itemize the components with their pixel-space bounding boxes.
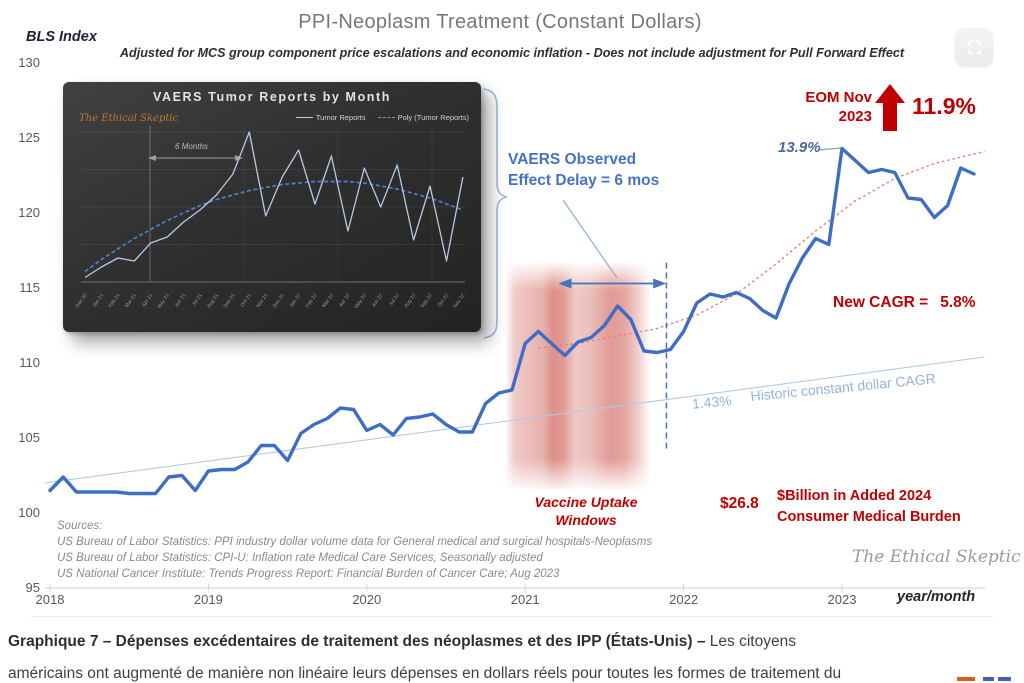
inset-x-tick-label: Apr 22 — [338, 293, 351, 309]
eom-nov-2023-label: EOM Nov 2023 — [800, 88, 872, 126]
source-line: US Bureau of Labor Statistics: PPI indus… — [57, 536, 653, 548]
annotation-line: VAERS Observed — [508, 151, 637, 168]
source-line: US National Cancer Institute: Trends Pro… — [57, 568, 560, 580]
blue-bar-icon — [983, 677, 994, 681]
x-axis-tick-label: 2021 — [510, 592, 540, 607]
y-axis-tick-label: 110 — [19, 355, 40, 370]
inset-x-tick-label: Sep 22 — [420, 293, 434, 310]
sources-heading: Sources: — [57, 520, 103, 532]
annotation-line: Consumer Medical Burden — [777, 509, 961, 525]
burden-description: $Billion in Added 2024 Consumer Medical … — [777, 486, 961, 528]
inset-x-tick-label: Jul 22 — [388, 293, 401, 308]
inset-x-tick-label: Jun 22 — [371, 293, 385, 309]
inset-legend: Tumor Reports Poly (Tumor Reports) — [295, 113, 469, 122]
inset-x-tick-label: Mar 22 — [321, 293, 335, 309]
inset-chart-title: VAERS Tumor Reports by Month — [152, 90, 392, 104]
y-axis-unit-label: BLS Index — [26, 29, 97, 45]
source-line: US Bureau of Labor Statistics: CPI-U: In… — [57, 552, 543, 564]
figure-caption: Graphique 7 – Dépenses excédentaires de … — [8, 626, 1012, 683]
main-chart-canvas — [44, 84, 985, 591]
inset-x-tick-label: Mar 21 — [124, 293, 138, 309]
inset-watermark: The Ethical Skeptic — [79, 113, 179, 124]
new-cagr-label: New CAGR = — [833, 294, 929, 311]
caption-text: américains ont augmenté de manière non l… — [8, 664, 842, 682]
inset-x-tick-label: Apr 21 — [141, 293, 154, 309]
blue-bar-icon — [998, 677, 1011, 681]
x-axis-tick-label: 2020 — [352, 592, 382, 607]
chart-title-main: PPI-Neoplasm Treatment — [298, 11, 530, 33]
inset-x-tick-label: Feb 21 — [108, 293, 122, 309]
sources-block: Sources: US Bureau of Labor Statistics: … — [57, 518, 652, 582]
inset-x-tick-label: Aug 21 — [206, 293, 220, 310]
inset-chart-canvas: Dec 20 Jan 21 Feb 21 Mar 21 Apr 21 May 21 Jun … — [75, 126, 467, 310]
legend-item-tumor-reports: Tumor Reports — [295, 113, 366, 122]
x-axis-tick-label: 2022 — [669, 592, 699, 607]
inset-x-tick-label: Jan 22 — [289, 293, 303, 309]
inset-x-tick-label: Nov 21 — [255, 293, 269, 310]
chart-subtitle: Adjusted for MCS group component price e… — [119, 46, 905, 60]
burden-dollar-value: $26.8 — [720, 495, 759, 512]
cutoff-widget-bars — [957, 677, 1011, 683]
figure-bottom-border — [30, 616, 994, 617]
author-signature: The Ethical Skeptic — [852, 547, 1021, 567]
chart-title-suffix: (Constant Dollars) — [535, 11, 702, 33]
vaccine-uptake-windows-label: Vaccine Uptake Windows — [526, 493, 646, 529]
legend-label: Tumor Reports — [315, 113, 366, 122]
x-axis-tick-label: 2018 — [35, 592, 65, 607]
annotation-line: 2023 — [838, 108, 872, 125]
inset-x-tick-label: Jun 21 — [174, 293, 188, 309]
inset-x-tick-label: Dec 20 — [75, 293, 89, 310]
inset-x-tick-label: Aug 22 — [403, 293, 417, 310]
solid-line-swatch-icon — [295, 117, 313, 118]
peak-percent-value: 13.9% — [778, 139, 821, 156]
annotation-line: EOM Nov — [805, 89, 872, 106]
eom-percent-value: 11.9% — [912, 93, 976, 119]
inset-x-tick-label: Oct 21 — [240, 293, 253, 309]
y-axis-tick-label: 130 — [18, 55, 40, 70]
y-axis-tick-label: 95 — [25, 580, 40, 595]
inset-x-tick-label: Jul 21 — [191, 293, 204, 308]
caption-bold-text: Graphique 7 – Dépenses excédentaires de … — [8, 633, 706, 650]
annotation-line: Windows — [555, 512, 617, 528]
inset-x-tick-label: May 22 — [354, 293, 368, 310]
inset-x-tick-label: Oct 22 — [437, 293, 450, 309]
x-axis-unit-label: year/month — [897, 589, 976, 605]
x-axis-tick-label: 2023 — [827, 592, 857, 607]
dashed-line-swatch-icon — [377, 117, 395, 118]
chart-title: PPI-Neoplasm Treatment (Constant Dollars… — [0, 11, 1000, 34]
y-axis-tick-label: 100 — [18, 505, 40, 520]
fullscreen-expand-button[interactable] — [955, 28, 993, 66]
inset-x-tick-label: Jan 21 — [92, 293, 106, 309]
fullscreen-expand-icon — [966, 39, 983, 56]
y-axis-tick-label: 125 — [18, 130, 40, 145]
annotation-line: Vaccine Uptake — [534, 494, 638, 510]
legend-label: Poly (Tumor Reports) — [397, 113, 469, 122]
orange-bar-icon — [957, 677, 975, 681]
y-axis-tick-label: 115 — [19, 280, 40, 295]
inset-vaers-chart: VAERS Tumor Reports by Month The Ethical… — [63, 82, 481, 332]
y-axis-tick-label: 120 — [18, 205, 40, 220]
inset-x-tick-label: Nov 22 — [453, 293, 467, 310]
inset-x-tick-label: Feb 22 — [305, 293, 319, 309]
inset-x-tick-label: Sep 21 — [222, 293, 236, 310]
vaers-effect-delay-annotation: VAERS Observed Effect Delay = 6 mos — [508, 149, 659, 191]
legend-item-poly-tumor-reports: Poly (Tumor Reports) — [377, 113, 469, 122]
caption-text: Les citoyens — [705, 633, 796, 650]
x-axis-tick-label: 2019 — [193, 592, 223, 607]
new-cagr-value: 5.8% — [940, 294, 976, 311]
new-cagr-annotation: New CAGR = 5.8% — [833, 294, 976, 312]
annotation-line: Effect Delay = 6 mos — [508, 172, 660, 189]
inset-x-tick-label: May 21 — [156, 293, 170, 310]
inset-x-tick-label: Dec 21 — [272, 293, 286, 310]
inset-six-months-annotation: 6 Months — [175, 142, 208, 151]
y-axis-tick-label: 105 — [18, 430, 40, 445]
annotation-line: $Billion in Added 2024 — [777, 488, 932, 504]
